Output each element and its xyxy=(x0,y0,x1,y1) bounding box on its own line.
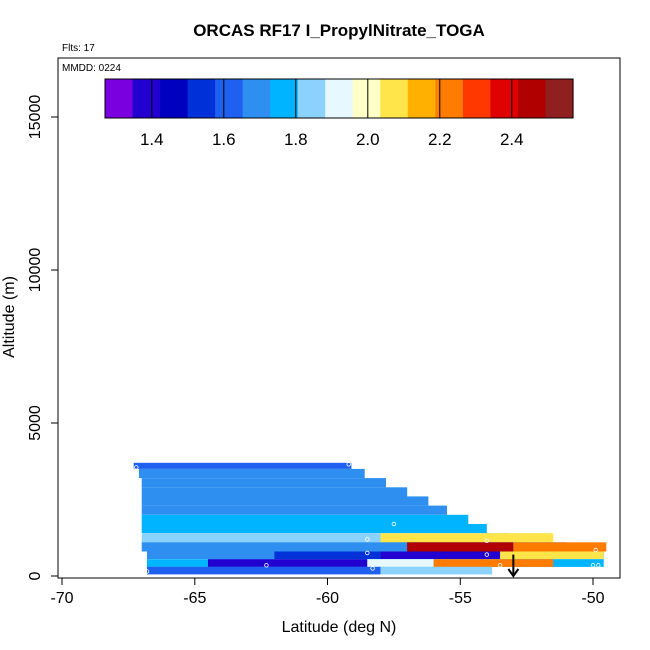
heatmap-cell xyxy=(141,514,469,524)
heatmap-cell xyxy=(407,542,514,552)
colorbar-swatch xyxy=(352,79,381,118)
y-axis-label: Altitude (m) xyxy=(1,276,18,358)
heatmap-cell xyxy=(141,478,386,488)
heatmap-cell xyxy=(500,551,604,560)
colorbar-tick-label: 2.4 xyxy=(500,130,524,149)
sample-point xyxy=(391,521,397,527)
sample-point xyxy=(346,462,351,467)
arrow-marker xyxy=(507,554,520,578)
colorbar-tick-label: 1.4 xyxy=(140,130,164,149)
sample-point xyxy=(370,566,375,571)
heatmap-cells xyxy=(133,462,607,575)
y-tick-label: 0 xyxy=(27,571,44,580)
colorbar: 1.4 1.6 1.8 2.0 2.2 2.4 xyxy=(104,78,574,149)
heatmap-cell xyxy=(141,496,429,506)
sample-point xyxy=(134,465,139,470)
colorbar-tick-label: 1.6 xyxy=(212,130,236,149)
sample-point xyxy=(596,563,601,568)
heatmap-cell xyxy=(380,533,554,543)
colorbar-swatch xyxy=(270,79,299,118)
colorbar-swatch xyxy=(462,79,492,118)
sample-point xyxy=(593,547,598,553)
colorbar-swatch xyxy=(105,79,134,118)
y-tick-label: 15000 xyxy=(27,95,44,140)
sample-point xyxy=(590,563,596,568)
flights-label: Flts: 17 xyxy=(62,43,95,54)
colorbar-swatch xyxy=(160,79,189,118)
y-tick-label: 10000 xyxy=(27,248,44,293)
colorbar-swatch xyxy=(242,79,271,118)
heatmap-cell xyxy=(133,462,352,469)
colorbar-frame xyxy=(104,78,574,119)
colorbar-swatch xyxy=(325,79,354,118)
colorbar-swatch xyxy=(132,79,161,118)
heatmap-cell xyxy=(433,559,554,567)
colorbar-swatch xyxy=(545,79,574,118)
y-axis: 0 5000 10000 15000 xyxy=(27,95,59,580)
heatmap-cell xyxy=(141,524,487,534)
colorbar-swatch xyxy=(187,79,216,118)
colorbar-swatch xyxy=(297,79,326,118)
sample-point xyxy=(365,550,370,556)
sample-point xyxy=(497,563,503,568)
heatmap-cell xyxy=(141,505,447,515)
sample-points xyxy=(134,462,601,574)
colorbar-swatch xyxy=(380,79,409,118)
heatmap-cell xyxy=(141,542,567,552)
colorbar-swatch xyxy=(490,79,519,118)
x-tick-label: -50 xyxy=(581,590,604,607)
x-tick-label: -70 xyxy=(50,590,73,607)
sample-point xyxy=(484,538,489,543)
heatmap-cell xyxy=(141,533,509,543)
sample-point xyxy=(264,563,269,568)
heatmap-cell xyxy=(139,468,365,479)
heatmap-cell xyxy=(380,566,493,575)
colorbar-swatch xyxy=(517,79,547,118)
sample-point xyxy=(484,552,489,557)
sample-point xyxy=(144,569,150,574)
colorbar-tick-label: 2.2 xyxy=(428,130,452,149)
date-label: MMDD: 0224 xyxy=(62,63,121,74)
arrow-head xyxy=(507,568,520,578)
x-tick-label: -60 xyxy=(316,590,339,607)
colorbar-swatch xyxy=(407,79,436,118)
heatmap-cell xyxy=(141,487,408,497)
heatmap-cell xyxy=(513,542,607,552)
x-tick-label: -55 xyxy=(449,590,472,607)
colorbar-swatch xyxy=(215,79,244,118)
heatmap-cell xyxy=(274,551,381,560)
chart-title: ORCAS RF17 I_PropylNitrate_TOGA xyxy=(193,21,485,40)
x-axis: -70 -65 -60 -55 -50 xyxy=(50,577,605,607)
heatmap-cell xyxy=(208,559,368,567)
x-axis-label: Latitude (deg N) xyxy=(282,619,397,636)
colorbar-tick-label: 1.8 xyxy=(284,130,308,149)
sample-point xyxy=(365,537,370,542)
y-tick-label: 5000 xyxy=(27,405,44,441)
heatmap-cell xyxy=(380,551,501,560)
heatmap-cell xyxy=(367,559,434,567)
heatmap-cell xyxy=(147,566,381,575)
colorbar-tick-label: 2.0 xyxy=(356,130,380,149)
x-tick-label: -65 xyxy=(183,590,206,607)
